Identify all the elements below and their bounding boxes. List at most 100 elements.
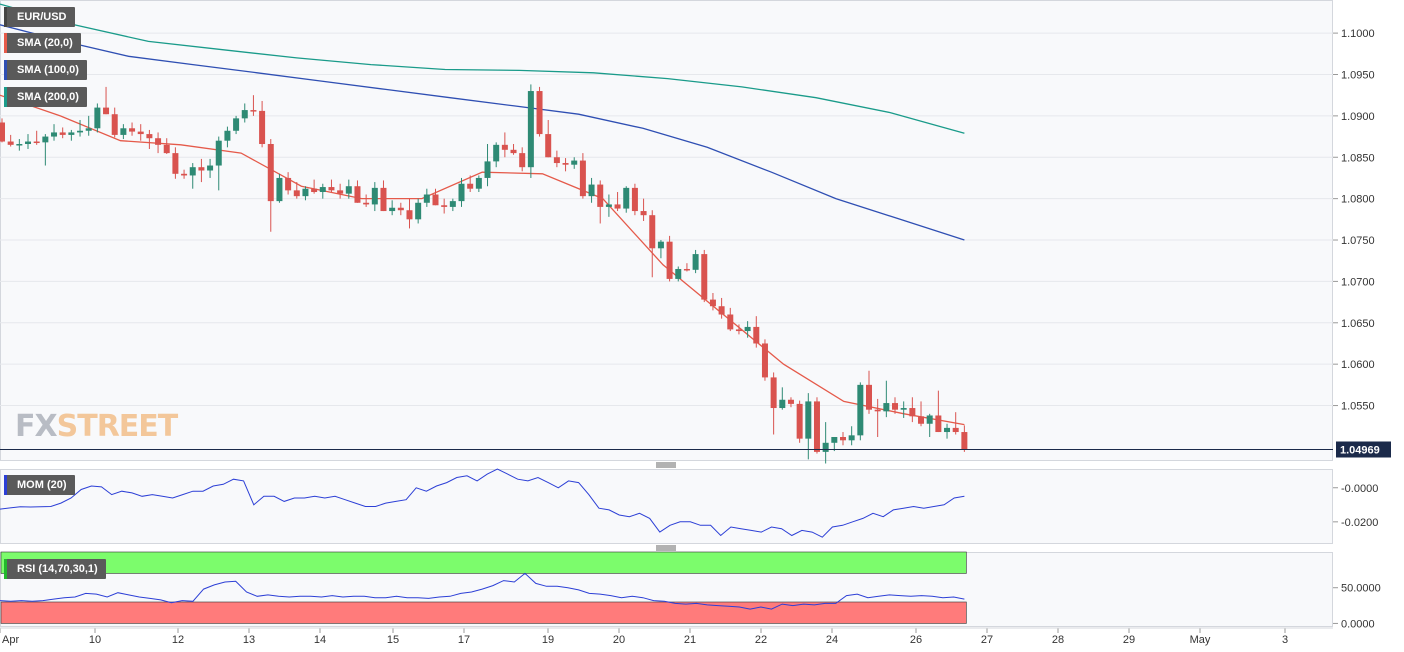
candle: [536, 86, 543, 137]
rsi-oversold-zone: [0, 601, 967, 624]
time-tick-label: 20: [613, 634, 625, 646]
candle: [311, 179, 318, 194]
rsi-legend-text: RSI (14,70,30,1): [17, 563, 98, 575]
symbol-label[interactable]: EUR/USD: [4, 7, 75, 27]
candle-body: [146, 134, 153, 139]
candle: [389, 200, 396, 216]
time-tick-label: 24: [826, 634, 838, 646]
candle-body: [172, 153, 179, 174]
candle-body: [198, 167, 205, 171]
candle: [16, 139, 23, 151]
candle-body: [605, 204, 612, 207]
time-tick-label: 13: [243, 634, 255, 646]
candle-body: [68, 132, 75, 135]
candle: [519, 147, 526, 172]
candle-body: [562, 163, 569, 165]
candle-body: [744, 326, 751, 332]
price-tick-label: 1.0750: [1341, 235, 1375, 247]
candle-body: [623, 187, 630, 209]
candle-body: [519, 153, 526, 168]
candle-body: [354, 186, 361, 203]
candle-body: [961, 432, 968, 450]
candle-body: [770, 377, 777, 409]
candle: [423, 188, 430, 207]
price-tick-label: 1.0800: [1341, 194, 1375, 206]
mom-legend[interactable]: MOM (20): [4, 475, 75, 495]
mom-panel: [0, 469, 1333, 544]
candle-body: [163, 144, 170, 154]
sma20-legend[interactable]: SMA (20,0): [4, 33, 81, 53]
rsi-tick-label: 50.0000: [1341, 583, 1381, 595]
sma100-legend[interactable]: SMA (100,0): [4, 60, 87, 80]
candle-body: [380, 187, 387, 212]
candle-body: [831, 436, 838, 443]
candle: [129, 122, 136, 136]
candle-body: [787, 399, 794, 404]
candle: [727, 307, 734, 332]
candle: [649, 210, 656, 278]
candle-body: [718, 306, 725, 315]
sma20-legend-text: SMA (20,0): [17, 37, 73, 49]
candle-body: [415, 202, 422, 220]
candle-body: [449, 201, 456, 207]
sma200-legend[interactable]: SMA (200,0): [4, 87, 87, 107]
candle: [406, 198, 413, 229]
candle-body: [432, 194, 439, 206]
candle: [33, 130, 40, 145]
candle-body: [501, 144, 508, 150]
candle: [718, 297, 725, 319]
candle: [623, 186, 630, 213]
mom-legend-text: MOM (20): [17, 479, 67, 491]
candle-body: [761, 343, 768, 378]
candle-body: [579, 160, 586, 197]
panel-resize-handle-1[interactable]: [656, 545, 676, 551]
candle-body: [276, 177, 283, 202]
candle-body: [805, 401, 812, 439]
candle-body: [892, 403, 899, 410]
candle: [657, 240, 664, 259]
candle: [371, 182, 378, 212]
candle: [259, 100, 266, 148]
time-tick-label: 21: [684, 634, 696, 646]
price-tick-label: 1.0550: [1341, 401, 1375, 413]
candle: [77, 120, 84, 137]
panel-resize-handle-0[interactable]: [656, 462, 676, 468]
sma200-legend-text: SMA (200,0): [17, 91, 79, 103]
candle: [918, 401, 925, 427]
candle-body: [874, 409, 881, 412]
mom-tick-label: -0.0200: [1341, 517, 1378, 529]
rsi-legend[interactable]: RSI (14,70,30,1): [4, 559, 106, 579]
candle: [7, 134, 14, 147]
candle-body: [302, 188, 309, 197]
candle: [866, 370, 872, 414]
time-tick-label: May: [1190, 634, 1211, 646]
candle-body: [389, 207, 396, 212]
candle-body: [918, 416, 925, 424]
candle-body: [397, 207, 404, 211]
candle: [493, 142, 500, 168]
candle-body: [423, 194, 430, 203]
candle-body: [137, 131, 144, 135]
candle: [267, 139, 274, 232]
candle: [111, 107, 118, 138]
candle: [85, 115, 92, 136]
time-tick-label: 29: [1123, 634, 1135, 646]
mom-tick-label: -0.0000: [1341, 483, 1378, 495]
candle: [944, 423, 951, 439]
last-price-label: 1.04969: [1340, 444, 1380, 456]
candle: [163, 138, 170, 154]
price-tick-label: 1.0950: [1341, 69, 1375, 81]
candle-body: [103, 107, 110, 115]
mom-line: [0, 468, 965, 538]
candle-body: [467, 183, 474, 189]
candle: [692, 249, 699, 274]
time-tick-label: 17: [458, 634, 470, 646]
candle-body: [935, 415, 942, 433]
candle-body: [553, 157, 560, 164]
candle-body: [727, 314, 734, 330]
candle-body: [25, 141, 32, 145]
candle-body: [926, 415, 933, 424]
candle: [181, 169, 188, 179]
candle: [42, 134, 49, 166]
candle: [839, 432, 846, 446]
